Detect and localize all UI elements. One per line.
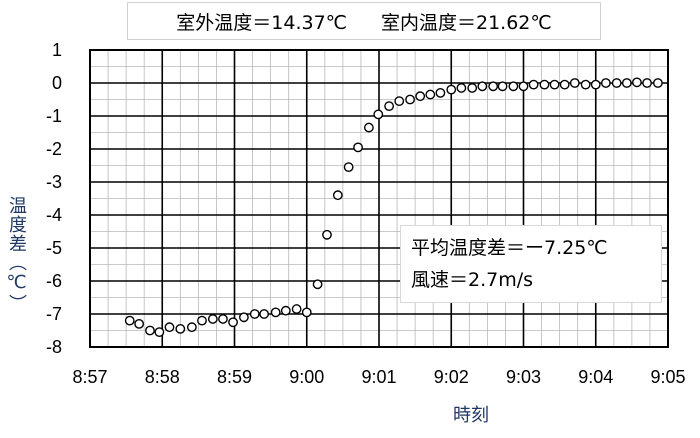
data-series <box>124 77 663 338</box>
data-point <box>569 78 580 88</box>
chart-header: 室外温度＝14.37℃ 室内温度＝21.62℃ <box>127 2 601 40</box>
data-point <box>497 81 508 92</box>
data-point <box>218 314 228 324</box>
data-point <box>291 304 302 314</box>
data-point <box>518 81 529 92</box>
data-point <box>270 307 281 318</box>
data-point <box>249 309 260 319</box>
y-tick-label: -2 <box>46 139 62 159</box>
outdoor-temperature: 室外温度＝14.37℃ <box>176 11 347 34</box>
wind-speed: 風速＝2.7m/s <box>411 269 534 291</box>
data-point <box>621 78 632 88</box>
data-point <box>280 305 291 316</box>
data-point <box>332 190 343 201</box>
x-tick-label: 9:00 <box>289 367 324 387</box>
data-point <box>164 322 175 333</box>
data-point <box>580 79 591 90</box>
annotation-box: 平均温度差＝ー7.25℃ 風速＝2.7m/s <box>400 225 662 303</box>
data-point <box>415 91 426 102</box>
data-point <box>353 142 363 153</box>
data-point <box>642 78 652 88</box>
plot-frame <box>89 49 669 348</box>
data-point <box>175 323 186 334</box>
data-point <box>405 94 415 105</box>
data-point <box>124 315 135 326</box>
y-tick-label: -1 <box>46 106 62 126</box>
data-point <box>145 325 155 336</box>
y-tick-label: -4 <box>46 205 62 225</box>
data-point <box>384 101 395 112</box>
data-point <box>238 312 249 323</box>
y-tick-label: -3 <box>46 172 62 192</box>
data-point <box>394 96 405 107</box>
data-point <box>539 79 550 90</box>
data-point <box>456 83 467 93</box>
x-tick-label: 8:57 <box>72 367 107 387</box>
y-tick-label: -5 <box>46 238 62 258</box>
data-point <box>312 279 323 290</box>
data-point <box>301 307 312 318</box>
data-point <box>467 83 478 93</box>
x-tick-label: 8:58 <box>145 367 180 387</box>
y-axis-tick-labels: 1 0 -1 -2 -3 -4 -5 -6 -7 -8 <box>46 40 62 357</box>
data-point <box>186 322 197 333</box>
y-tick-label: 0 <box>52 73 62 93</box>
data-point <box>343 162 354 173</box>
data-point <box>134 318 145 329</box>
data-point <box>322 229 332 240</box>
x-tick-label: 9:05 <box>650 367 685 387</box>
y-tick-label: -6 <box>46 271 62 291</box>
data-point <box>197 315 207 326</box>
x-tick-label: 9:04 <box>578 367 613 387</box>
data-point <box>446 84 457 95</box>
data-point <box>373 109 384 120</box>
data-point <box>559 79 570 90</box>
y-tick-label: 1 <box>52 40 62 60</box>
data-point <box>611 78 622 88</box>
data-point <box>435 88 446 98</box>
x-tick-label: 9:01 <box>361 367 396 387</box>
x-tick-label: 9:03 <box>506 367 541 387</box>
data-point <box>600 78 611 88</box>
data-point <box>154 327 165 338</box>
average-temp-difference: 平均温度差＝ー7.25℃ <box>411 237 608 259</box>
data-point <box>652 78 663 88</box>
x-axis-label: 時刻 <box>453 405 489 426</box>
y-tick-label: -7 <box>46 304 62 324</box>
data-point <box>590 79 601 90</box>
data-point <box>632 77 642 88</box>
x-tick-label: 9:02 <box>434 367 469 387</box>
data-point <box>228 317 238 328</box>
indoor-temperature: 室内温度＝21.62℃ <box>381 11 552 34</box>
data-point <box>549 79 560 90</box>
data-point <box>488 81 499 92</box>
y-tick-label: -8 <box>46 337 62 357</box>
data-point <box>259 309 270 319</box>
x-axis-tick-labels: 8:57 8:58 8:59 9:00 9:01 9:02 9:03 9:04 9:05 <box>72 367 685 387</box>
data-point <box>508 81 519 92</box>
data-point <box>425 89 436 100</box>
data-point <box>363 122 374 133</box>
data-point <box>528 79 539 90</box>
data-point <box>477 81 488 92</box>
data-point <box>207 314 218 324</box>
y-axis-label: 温度差（℃） <box>6 196 27 313</box>
x-tick-label: 8:59 <box>217 367 252 387</box>
